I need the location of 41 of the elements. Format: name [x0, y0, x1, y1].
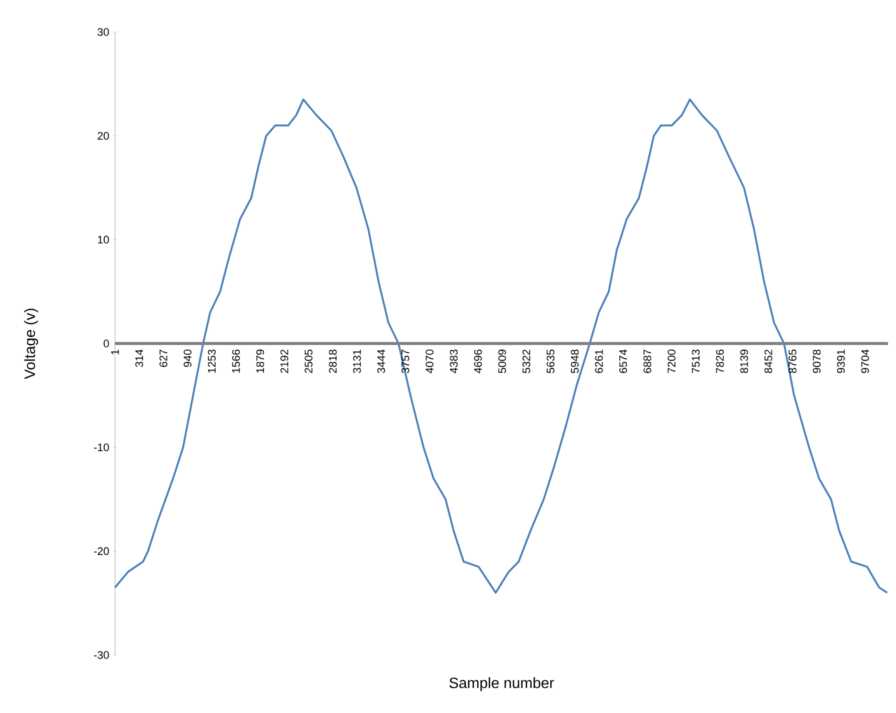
x-tick-label: 8452 [764, 350, 772, 374]
x-tick-label: 7513 [692, 350, 700, 373]
y-tick-label: 10 [98, 236, 109, 244]
x-tick-label: 9391 [837, 350, 845, 374]
x-tick-label: 5948 [570, 350, 579, 374]
x-tick-label: 940 [184, 350, 192, 367]
y-tick-label: 20 [98, 132, 109, 140]
y-tick-label: -10 [94, 443, 109, 452]
y-tick-label: -30 [94, 651, 109, 659]
x-tick-label: 8765 [788, 350, 796, 374]
x-tick-label: 5635 [546, 350, 554, 374]
x-tick-label: 2192 [280, 350, 288, 373]
x-tick-label: 9078 [812, 350, 821, 374]
x-tick-label: 2505 [304, 350, 312, 373]
x-tick-label: 9704 [861, 349, 870, 374]
y-axis-title: Voltage (v) [24, 308, 38, 380]
x-tick-label: 4070 [426, 350, 434, 374]
x-tick-label: 3444 [377, 349, 386, 374]
x-tick-label: 6574 [619, 349, 628, 373]
x-tick-label: 7200 [668, 350, 676, 373]
y-tick-label: 30 [98, 28, 109, 36]
x-tick-label: 7826 [716, 350, 724, 373]
x-tick-label: 3131 [353, 350, 361, 374]
x-tick-label: 4696 [474, 350, 482, 374]
x-tick-label: 1879 [256, 350, 264, 373]
x-tick-label: 8139 [740, 350, 748, 374]
x-tick-label: 3757 [402, 350, 410, 374]
x-tick-label: 2818 [328, 350, 337, 373]
x-tick-label: 5322 [522, 350, 530, 374]
x-tick-label: 6261 [595, 350, 603, 373]
y-tick-label: 0 [104, 340, 109, 348]
x-tick-label: 4383 [450, 350, 458, 374]
x-tick-label: 1 [111, 350, 119, 354]
y-tick-label: -20 [94, 547, 109, 556]
x-tick-label: 1253 [208, 350, 216, 373]
x-tick-label: 1566 [232, 350, 240, 373]
x-tick-label: 627 [160, 350, 168, 367]
x-tick-label: 5009 [498, 350, 506, 374]
x-tick-label: 6887 [643, 350, 652, 373]
x-axis-title: Sample number [449, 677, 554, 692]
x-tick-label: 314 [135, 349, 144, 368]
